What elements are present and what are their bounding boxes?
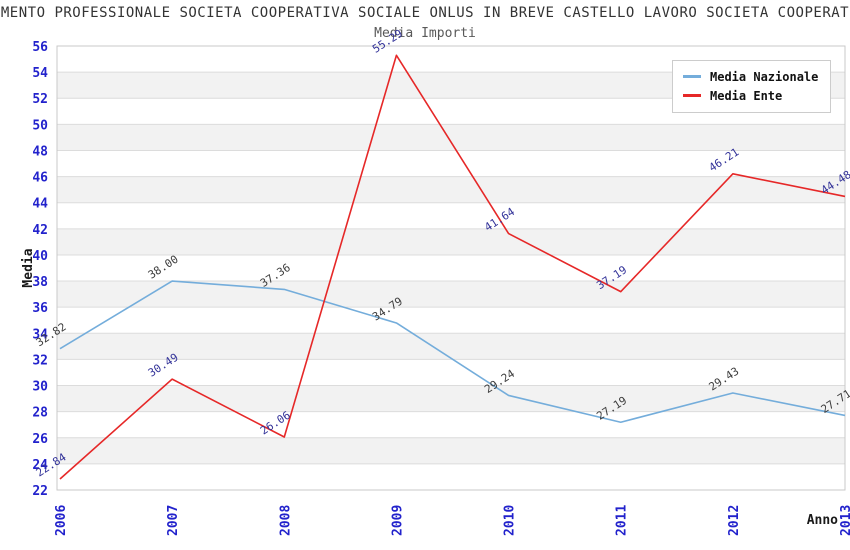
y-tick-label: 34 [32,327,48,342]
series-line-media-ente [59,54,846,480]
x-tick-label: 2010 [503,505,518,536]
legend: Media Nazionale Media Ente [672,60,832,113]
background-band [57,228,845,255]
x-tick-label: 2012 [727,505,742,536]
line-swatch-media-nazionale [683,75,701,78]
y-tick-label: 56 [32,40,48,55]
y-axis-title: Media [21,248,36,287]
background-band [57,176,845,203]
legend-item-media-ente: Media Ente [683,86,818,105]
y-tick-label: 22 [32,484,48,499]
y-tick-label: 48 [32,144,48,159]
plot-border [56,45,846,491]
y-tick-label: 30 [32,380,48,395]
y-tick-label: 32 [32,353,48,368]
y-tick-label: 36 [32,301,48,316]
legend-item-media-nazionale: Media Nazionale [683,67,818,86]
y-tick-label: 54 [32,66,48,81]
y-tick-label: 52 [32,92,48,107]
chart-subtitle: Media Importi [374,26,476,41]
background-band [57,437,845,464]
legend-label-media-nazionale: Media Nazionale [710,69,819,84]
background-band [57,281,845,308]
plot-background [57,46,845,490]
y-tick-label: 42 [32,223,48,238]
y-tick-label: 46 [32,171,48,186]
x-tick-label: 2007 [166,505,181,536]
line-swatch-media-ente [683,94,701,97]
x-tick-label: 2009 [390,505,405,536]
background-band [57,124,845,151]
y-tick-label: 26 [32,432,48,447]
x-tick-label: 2006 [54,505,69,536]
y-tick-label: 44 [32,197,48,212]
x-tick-label: 2013 [839,505,850,536]
y-tick-label: 38 [32,275,48,290]
y-tick-label: 40 [32,249,48,264]
chart-title: MENTO PROFESSIONALE SOCIETA COOPERATIVA … [0,5,850,21]
x-axis-title: Anno [807,513,838,528]
legend-label-media-ente: Media Ente [710,88,783,103]
y-tick-label: 50 [32,118,48,133]
x-tick-label: 2008 [278,505,293,536]
y-tick-label: 24 [32,458,48,473]
series-line-media-nazionale [59,280,846,424]
background-band [57,333,845,360]
background-band [57,385,845,412]
y-tick-label: 28 [32,406,48,421]
x-tick-label: 2011 [615,505,630,536]
